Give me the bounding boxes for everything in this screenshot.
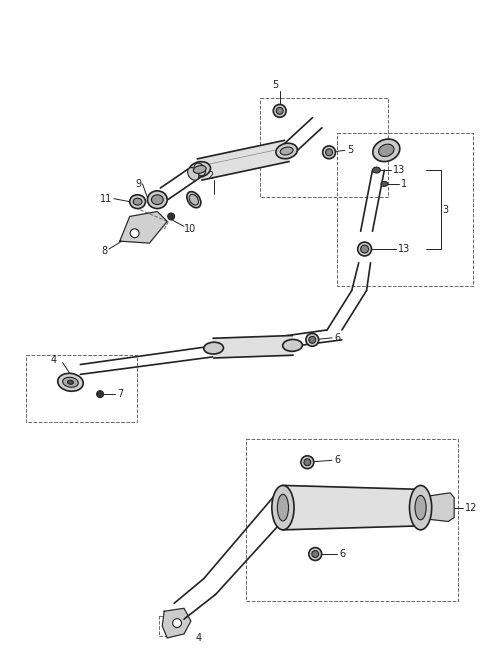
Ellipse shape xyxy=(323,146,336,159)
Text: 10: 10 xyxy=(184,224,196,234)
Ellipse shape xyxy=(204,342,224,354)
Ellipse shape xyxy=(312,551,319,557)
Ellipse shape xyxy=(360,245,369,253)
Text: 7: 7 xyxy=(117,389,123,399)
Ellipse shape xyxy=(130,195,145,208)
Ellipse shape xyxy=(193,166,206,174)
Ellipse shape xyxy=(283,339,302,351)
Ellipse shape xyxy=(276,107,283,115)
Ellipse shape xyxy=(358,242,372,256)
Text: 12: 12 xyxy=(465,502,478,513)
Text: 6: 6 xyxy=(339,549,345,559)
Ellipse shape xyxy=(68,381,73,384)
Ellipse shape xyxy=(147,191,167,208)
Ellipse shape xyxy=(409,485,432,530)
Ellipse shape xyxy=(189,162,211,178)
Ellipse shape xyxy=(151,195,163,204)
Ellipse shape xyxy=(272,485,294,530)
Text: 5: 5 xyxy=(273,80,279,90)
Ellipse shape xyxy=(372,167,380,173)
Ellipse shape xyxy=(415,495,426,520)
Ellipse shape xyxy=(306,333,319,346)
Ellipse shape xyxy=(309,337,316,343)
Text: 11: 11 xyxy=(100,194,112,204)
Text: 4: 4 xyxy=(51,354,57,365)
Polygon shape xyxy=(213,335,293,358)
Ellipse shape xyxy=(130,229,139,238)
Text: 6: 6 xyxy=(334,333,340,343)
Text: 6: 6 xyxy=(334,455,340,465)
Ellipse shape xyxy=(373,139,400,162)
Ellipse shape xyxy=(277,495,288,521)
Ellipse shape xyxy=(133,198,142,205)
Ellipse shape xyxy=(309,548,322,561)
Ellipse shape xyxy=(301,456,314,468)
Polygon shape xyxy=(120,212,167,243)
Ellipse shape xyxy=(188,168,199,180)
Ellipse shape xyxy=(276,143,298,159)
Text: 9: 9 xyxy=(135,179,142,189)
Text: 5: 5 xyxy=(347,145,353,155)
Text: 13: 13 xyxy=(393,165,406,175)
Ellipse shape xyxy=(189,195,199,205)
Text: 8: 8 xyxy=(102,246,108,256)
Ellipse shape xyxy=(273,104,286,117)
Bar xyxy=(26,354,137,422)
Ellipse shape xyxy=(194,163,205,176)
Text: 13: 13 xyxy=(398,244,410,254)
Ellipse shape xyxy=(168,213,175,220)
Polygon shape xyxy=(283,485,420,530)
Ellipse shape xyxy=(304,458,311,466)
Ellipse shape xyxy=(325,149,333,156)
Polygon shape xyxy=(162,608,191,638)
Polygon shape xyxy=(431,493,454,521)
Bar xyxy=(337,132,473,286)
Bar xyxy=(260,98,388,196)
Ellipse shape xyxy=(381,181,388,187)
Ellipse shape xyxy=(173,619,181,627)
Ellipse shape xyxy=(280,147,293,155)
Ellipse shape xyxy=(62,377,78,387)
Ellipse shape xyxy=(96,390,104,398)
Text: 1: 1 xyxy=(401,179,407,189)
Ellipse shape xyxy=(379,144,394,157)
Text: 3: 3 xyxy=(443,204,449,215)
Polygon shape xyxy=(197,140,289,180)
Ellipse shape xyxy=(58,373,83,391)
Ellipse shape xyxy=(187,192,201,208)
Text: 4: 4 xyxy=(196,633,202,643)
Text: 2: 2 xyxy=(207,171,214,181)
Bar xyxy=(246,439,458,601)
